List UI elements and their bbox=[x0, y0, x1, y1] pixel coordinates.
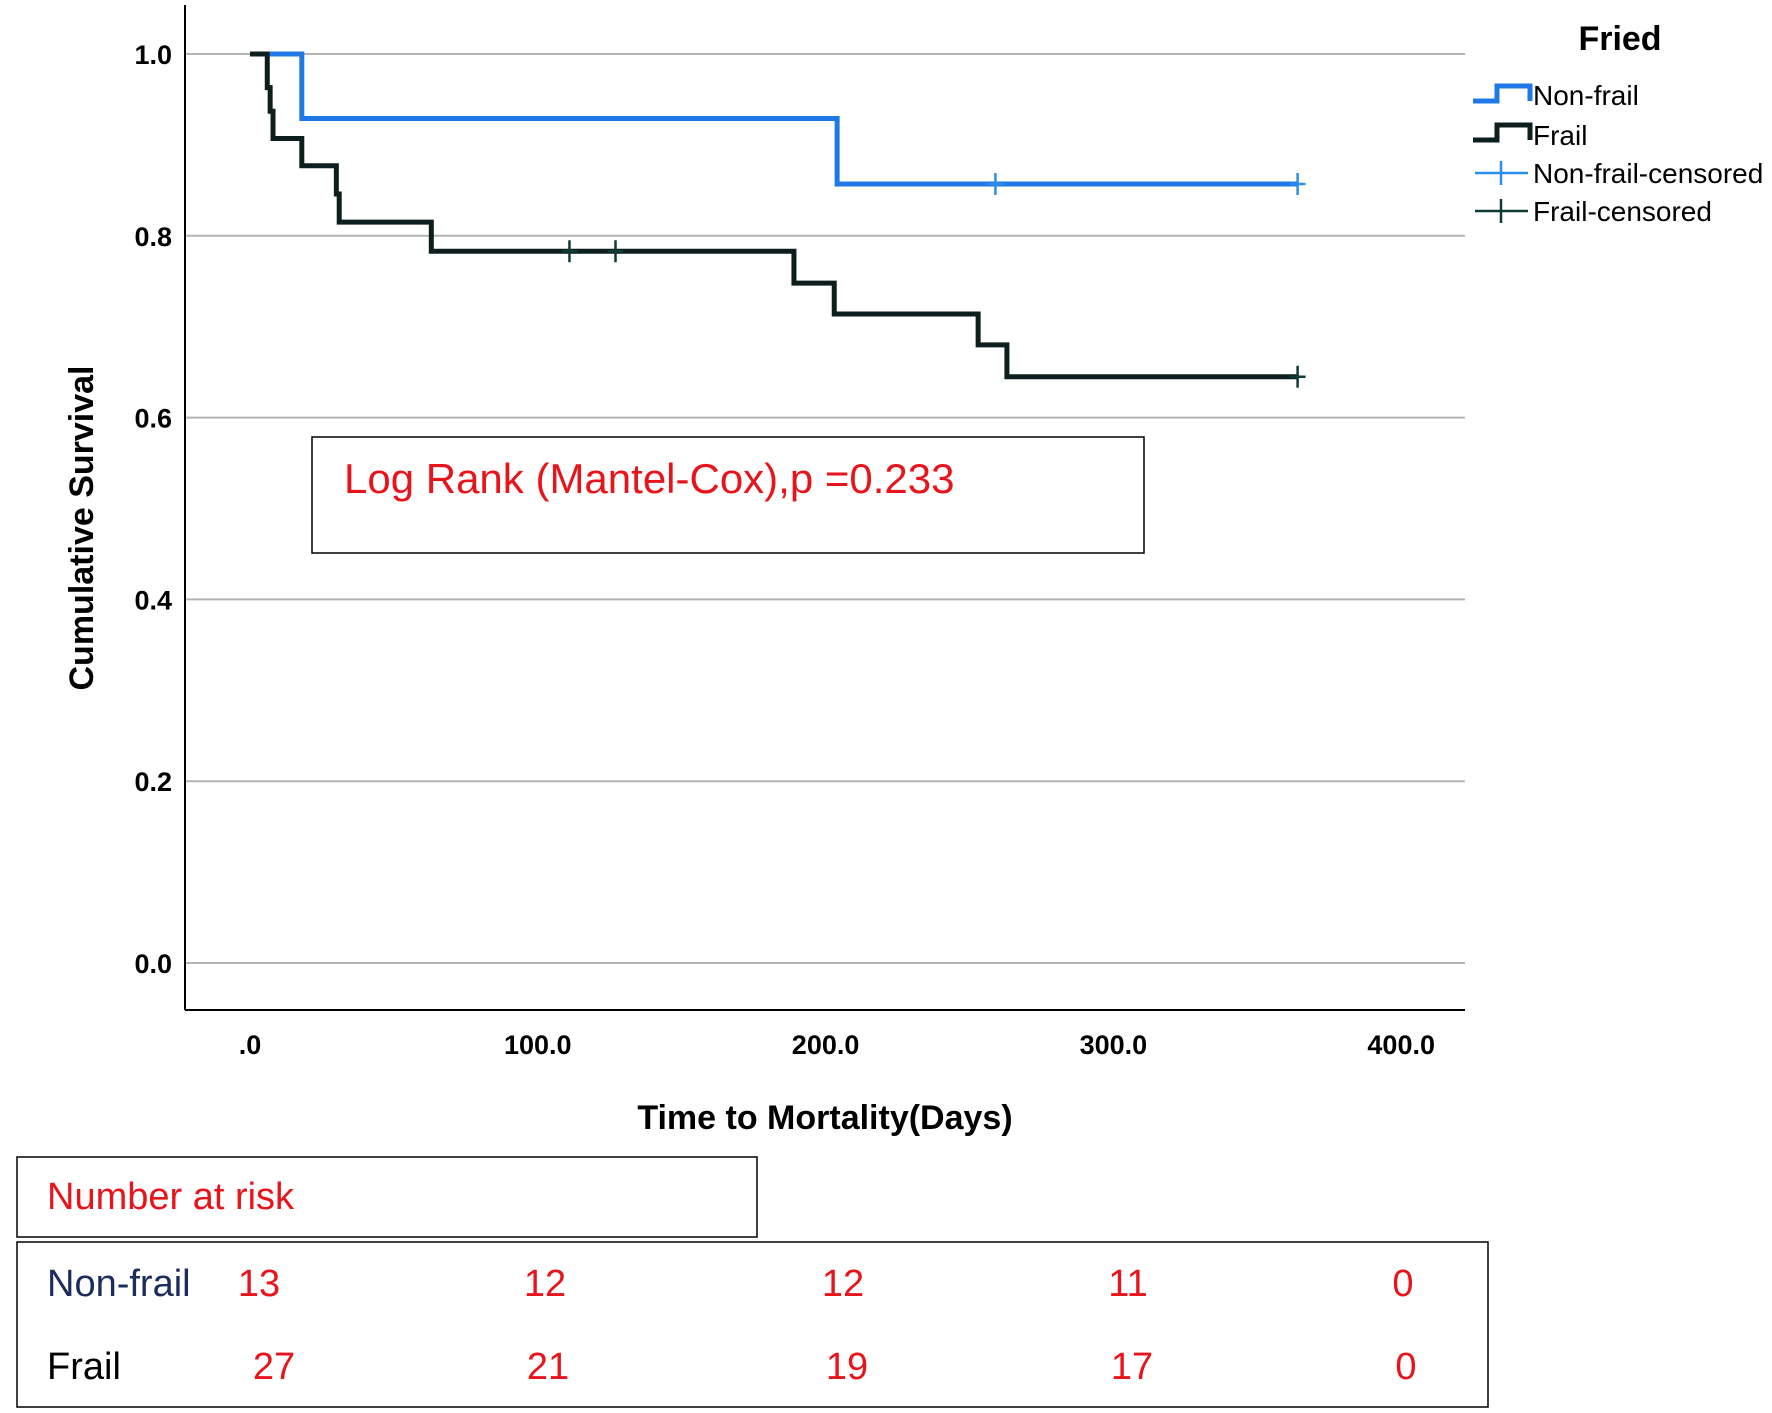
y-tick-label-3: 0.6 bbox=[134, 404, 172, 434]
legend-entry-3: Frail-censored bbox=[1533, 196, 1712, 227]
curve-frail bbox=[250, 51, 1298, 380]
risk-value-0-4: 0 bbox=[1392, 1263, 1413, 1305]
risk-value-0-1: 12 bbox=[524, 1263, 566, 1305]
legend-title: Fried bbox=[1578, 20, 1661, 58]
risk-value-1-4: 0 bbox=[1395, 1346, 1416, 1388]
x-tick-label-1: 100.0 bbox=[504, 1030, 572, 1060]
x-axis-title: Time to Mortality(Days) bbox=[637, 1099, 1012, 1137]
risk-table: Number at risk Non-frail 13 12 12 11 0 Frail 27… bbox=[16, 1156, 1489, 1408]
y-tick-label-5: 1.0 bbox=[134, 40, 172, 70]
risk-table-title: Number at risk bbox=[47, 1176, 295, 1218]
x-tick-label-2: 200.0 bbox=[792, 1030, 860, 1060]
x-tick-labels: .0 100.0 200.0 300.0 400.0 bbox=[239, 1030, 1435, 1060]
y-tick-label-0: 0.0 bbox=[134, 949, 172, 979]
legend-swatch-non-frail bbox=[1473, 83, 1533, 104]
log-rank-annotation: Log Rank (Mantel-Cox),p =0.233 bbox=[344, 455, 955, 502]
risk-value-1-3: 17 bbox=[1111, 1346, 1153, 1388]
y-tick-label-1: 0.2 bbox=[134, 767, 172, 797]
legend-entry-0: Non-frail bbox=[1533, 80, 1639, 111]
x-tick-label-0: .0 bbox=[239, 1030, 262, 1060]
y-axis-title: Cumulative Survival bbox=[63, 365, 101, 690]
legend: Fried Non-frail Frail Non-frail-censored Fr… bbox=[1473, 20, 1763, 227]
risk-value-0-2: 12 bbox=[822, 1263, 864, 1305]
grid-lines bbox=[185, 53, 1465, 964]
risk-row-label-1: Frail bbox=[47, 1346, 121, 1388]
risk-row-label-0: Non-frail bbox=[47, 1263, 191, 1305]
curve-non-frail bbox=[250, 51, 1298, 187]
legend-entry-2: Non-frail-censored bbox=[1533, 158, 1763, 189]
y-tick-labels: 0.0 0.2 0.4 0.6 0.8 1.0 bbox=[134, 40, 172, 979]
risk-value-1-1: 21 bbox=[527, 1346, 569, 1388]
x-tick-label-3: 300.0 bbox=[1080, 1030, 1148, 1060]
legend-swatch-frail bbox=[1473, 122, 1533, 143]
y-tick-label-4: 0.8 bbox=[134, 222, 172, 252]
y-tick-label-2: 0.4 bbox=[134, 585, 172, 615]
x-tick-label-4: 400.0 bbox=[1367, 1030, 1435, 1060]
risk-value-0-3: 11 bbox=[1108, 1263, 1147, 1305]
risk-value-1-0: 27 bbox=[253, 1346, 295, 1388]
annotation-box: Log Rank (Mantel-Cox),p =0.233 bbox=[311, 436, 1145, 554]
axes bbox=[184, 5, 1465, 1011]
risk-value-1-2: 19 bbox=[826, 1346, 868, 1388]
survival-curves bbox=[250, 51, 1306, 388]
risk-value-0-0: 13 bbox=[238, 1263, 280, 1305]
legend-entry-1: Frail bbox=[1533, 120, 1587, 151]
